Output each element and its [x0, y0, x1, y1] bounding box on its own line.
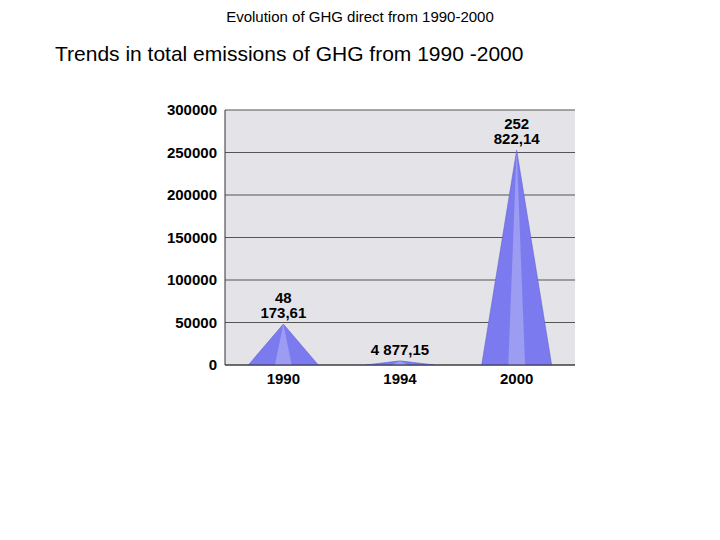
svg-text:1990: 1990: [267, 370, 300, 387]
svg-text:4 877,15: 4 877,15: [371, 341, 429, 358]
svg-text:48173,61: 48173,61: [260, 289, 306, 321]
svg-text:150000: 150000: [167, 229, 217, 246]
svg-text:1994: 1994: [383, 370, 417, 387]
svg-text:100000: 100000: [167, 271, 217, 288]
svg-text:50000: 50000: [175, 314, 217, 331]
html-text:Trends in total emissions of G: Trends in total emissions of GHG from 19…: [55, 42, 524, 65]
html-text:Evolution of GHG direct from 1: Evolution of GHG direct from 1990-2000: [226, 8, 494, 25]
svg-text:252822,14: 252822,14: [494, 115, 541, 147]
svg-text:0: 0: [209, 356, 217, 373]
svg-text:300000: 300000: [167, 101, 217, 118]
svg-text:250000: 250000: [167, 144, 217, 161]
svg-text:2000: 2000: [500, 370, 533, 387]
svg-text:200000: 200000: [167, 186, 217, 203]
